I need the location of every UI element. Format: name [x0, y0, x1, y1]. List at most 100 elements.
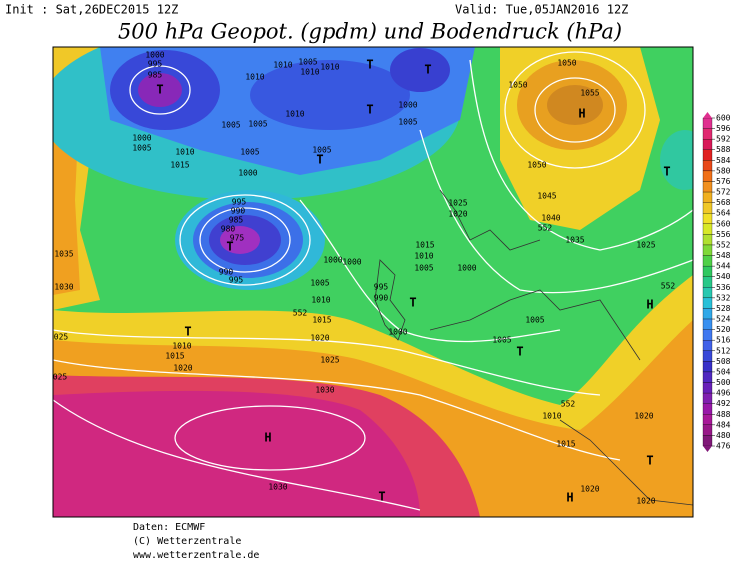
colorbar-band — [702, 329, 713, 341]
colorbar-arrow — [703, 446, 712, 452]
pressure-center: H — [566, 491, 573, 505]
colorbar-label: 508 — [716, 357, 731, 366]
pressure-center: T — [424, 63, 431, 77]
isobar-label: 1045 — [537, 192, 556, 201]
isobar-label: 1010 — [273, 61, 292, 70]
colorbar-band — [702, 170, 713, 182]
colorbar-label: 596 — [716, 124, 731, 133]
pressure-center: T — [516, 345, 523, 359]
isobar-label: 1015 — [415, 241, 434, 250]
pressure-center: T — [226, 240, 233, 254]
colorbar-label: 480 — [716, 431, 731, 440]
colorbar-band — [702, 340, 713, 351]
colorbar-band — [702, 392, 713, 404]
colorbar-label: 536 — [716, 283, 731, 292]
isobar-label: 552 — [293, 309, 308, 318]
colorbar-band — [702, 234, 713, 246]
footer-line: www.wetterzentrale.de — [133, 550, 259, 561]
pressure-center: T — [316, 153, 323, 167]
map-frame — [52, 46, 694, 518]
colorbar-band — [702, 191, 713, 203]
colorbar-label: 560 — [716, 219, 731, 228]
isobar-label: 990 — [374, 294, 389, 303]
pressure-center: T — [378, 490, 385, 504]
colorbar-band — [702, 297, 713, 309]
isobar-label: 995 — [374, 283, 389, 292]
colorbar-label: 544 — [716, 262, 731, 271]
colorbar-band — [702, 265, 713, 277]
valid-time: Valid: Tue,05JAN2016 12Z — [455, 3, 628, 17]
isobar-label: 990 — [219, 268, 234, 277]
isobar-label: 1025 — [636, 241, 655, 250]
isobar-label: 990 — [231, 207, 246, 216]
colorbar-label: 564 — [716, 209, 731, 218]
colorbar-label: 484 — [716, 420, 731, 429]
isobar-label: 025 — [53, 373, 68, 382]
colorbar-band — [702, 287, 713, 299]
isobar-label: 1005 — [221, 121, 240, 130]
colorbar-band — [702, 244, 713, 256]
isobar-label: 1035 — [565, 236, 584, 245]
colorbar-band — [702, 160, 713, 172]
isobar-label: 1050 — [508, 81, 527, 90]
isobar-label: 1005 — [414, 264, 433, 273]
colorbar-band — [702, 350, 713, 362]
isobar-label: 995 — [229, 276, 244, 285]
colorbar-band — [702, 371, 713, 383]
colorbar-label: 520 — [716, 325, 731, 334]
colorbar-band — [702, 223, 713, 235]
colorbar-band — [702, 318, 713, 330]
isobar-label: 1010 — [414, 252, 433, 261]
isobar-label: 552 — [538, 224, 553, 233]
colorbar-band — [702, 414, 713, 425]
colorbar-band — [702, 276, 713, 288]
colorbar-band — [702, 382, 713, 394]
isobar-label: 1020 — [634, 412, 653, 421]
pressure-center: T — [646, 454, 653, 468]
colorbar-band — [702, 403, 713, 415]
colorbar-band — [702, 424, 713, 436]
colorbar-label: 516 — [716, 336, 731, 345]
colorbar-band — [702, 308, 713, 320]
colorbar-label: 584 — [716, 156, 731, 165]
isobar-label: 1025 — [320, 356, 339, 365]
isobar-label: 1015 — [312, 316, 331, 325]
isobar-label: 1050 — [527, 161, 546, 170]
isobar-label: 980 — [221, 225, 236, 234]
colorbar-label: 540 — [716, 272, 731, 281]
colorbar-label: 492 — [716, 399, 731, 408]
isobar-label: 1030 — [54, 283, 73, 292]
colorbar-label: 556 — [716, 230, 731, 239]
isobar-label: 1000 — [388, 328, 407, 337]
colorbar-label: 592 — [716, 135, 731, 144]
colorbar-label: 500 — [716, 378, 731, 387]
isobar-label: 1030 — [315, 386, 334, 395]
isobar-label: 995 — [232, 198, 247, 207]
isobar-label: 1010 — [175, 148, 194, 157]
isobar-label: 1010 — [245, 73, 264, 82]
isobar-label: 1010 — [320, 63, 339, 72]
colorbar-arrow — [703, 112, 712, 118]
isobar-label: 975 — [230, 234, 245, 243]
colorbar-label: 548 — [716, 251, 731, 260]
isobar-label: 995 — [148, 60, 163, 69]
colorbar-band — [702, 361, 713, 373]
isobar-label: 1005 — [492, 336, 511, 345]
map-title: 500 hPa Geopot. (gpdm) und Bodendruck (h… — [118, 20, 622, 44]
isobar-label: 1020 — [636, 497, 655, 506]
isobar-label: 1025 — [448, 199, 467, 208]
isobar-label: 1000 — [398, 101, 417, 110]
isobar-label: 1005 — [248, 120, 267, 129]
colorbar-label: 576 — [716, 177, 731, 186]
colorbar-label: 512 — [716, 346, 731, 355]
colorbar-label: 528 — [716, 304, 731, 313]
pressure-center: H — [646, 298, 653, 312]
colorbar-label: 580 — [716, 166, 731, 175]
colorbar-band — [702, 213, 713, 224]
colorbar-band — [702, 128, 713, 140]
colorbar-label: 488 — [716, 410, 731, 419]
map-field — [53, 47, 693, 517]
